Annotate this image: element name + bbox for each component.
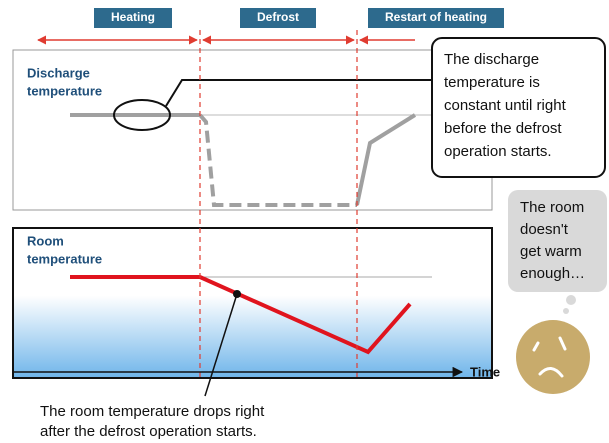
panel-label: temperature bbox=[27, 83, 102, 98]
note-text: after the defrost operation starts. bbox=[40, 423, 257, 440]
point bbox=[233, 290, 241, 298]
callout-text: operation starts. bbox=[444, 143, 552, 160]
panel-label: temperature bbox=[27, 251, 102, 266]
callout-text: before the defrost bbox=[444, 120, 562, 137]
phase-label: Heating bbox=[111, 10, 155, 24]
thought-text: doesn't bbox=[520, 221, 569, 238]
thought-text: enough… bbox=[520, 265, 585, 282]
thought-text: The room bbox=[520, 199, 584, 216]
sad-face bbox=[516, 320, 590, 394]
callout-text: temperature is bbox=[444, 74, 540, 91]
thought-dot bbox=[566, 295, 576, 305]
diagram: Heating Defrost Restart of heating Disch… bbox=[0, 0, 609, 443]
note-text: The room temperature drops right bbox=[40, 403, 265, 420]
phase-label: Defrost bbox=[257, 10, 299, 24]
panel-label: Discharge bbox=[27, 65, 90, 80]
callout-text: The discharge bbox=[444, 51, 539, 68]
callout-text: constant until right bbox=[444, 97, 567, 114]
axis-label: Time bbox=[470, 364, 500, 379]
panel-label: Room bbox=[27, 233, 64, 248]
thought-text: get warm bbox=[520, 243, 582, 260]
phase-label: Restart of heating bbox=[385, 10, 487, 24]
thought-dot bbox=[563, 308, 569, 314]
